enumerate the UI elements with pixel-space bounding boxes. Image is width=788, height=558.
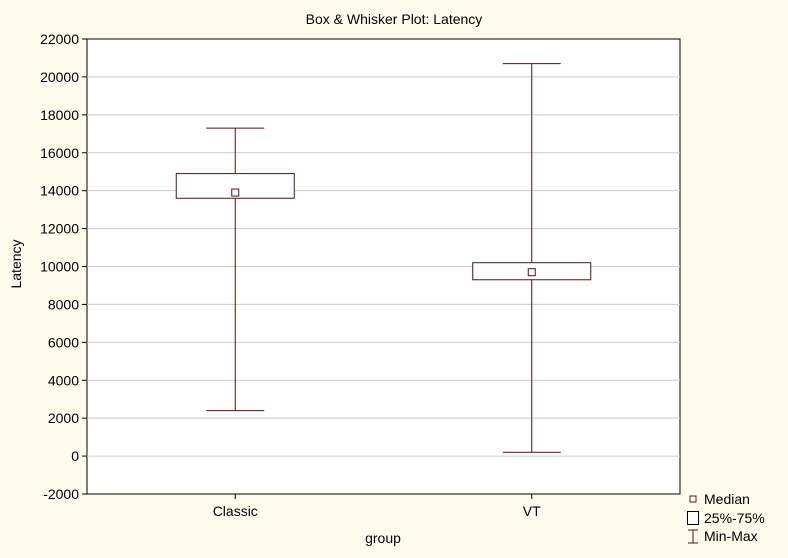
y-tick-label-0: -2000 (43, 486, 79, 502)
y-tick-label-6: 10000 (40, 259, 79, 275)
x-tick-label-0: Classic (213, 503, 258, 519)
boxes (175, 63, 592, 453)
y-tick-label-8: 14000 (40, 183, 79, 199)
y-axis-ticks: -2000 0 2000 4000 6000 8000 10000 12000 14000 160… (40, 31, 87, 502)
x-axis-ticks: Classic VT (213, 494, 541, 519)
y-tick-label-7: 12000 (40, 221, 79, 237)
legend-item-1: 25%-75% (687, 510, 765, 526)
legend-median-icon (689, 495, 697, 503)
legend-item-0: Median (689, 491, 750, 507)
legend-label-0: Median (704, 491, 750, 507)
y-tick-label-1: 0 (71, 448, 79, 464)
y-tick-label-2: 2000 (48, 410, 79, 426)
median-marker (527, 268, 536, 277)
chart-title: Box & Whisker Plot: Latency (306, 11, 483, 27)
legend-box-icon (687, 511, 699, 525)
x-axis-label: group (365, 530, 401, 546)
x-tick-label-1: VT (523, 503, 541, 519)
legend-item-2: Min-Max (688, 528, 758, 544)
y-tick-label-5: 8000 (48, 296, 79, 312)
legend-label-2: Min-Max (704, 528, 758, 544)
y-axis-label: Latency (8, 239, 24, 288)
y-tick-label-12: 22000 (40, 31, 79, 47)
y-tick-label-9: 16000 (40, 145, 79, 161)
y-tick-label-4: 6000 (48, 334, 79, 350)
median-marker (231, 188, 240, 197)
legend: Median 25%-75% Min-Max (687, 491, 765, 544)
y-tick-label-10: 18000 (40, 107, 79, 123)
y-tick-label-11: 20000 (40, 69, 79, 85)
y-tick-label-3: 4000 (48, 372, 79, 388)
legend-label-1: 25%-75% (704, 510, 765, 526)
box-classic (175, 127, 295, 412)
box-vt (472, 63, 592, 453)
